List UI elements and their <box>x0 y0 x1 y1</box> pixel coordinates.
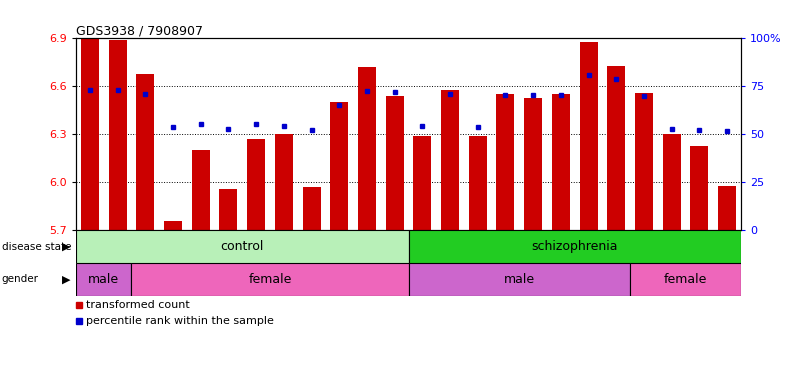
Bar <box>630 263 741 296</box>
Bar <box>275 134 293 230</box>
Bar <box>690 146 708 230</box>
Bar <box>552 94 570 230</box>
Bar <box>76 263 131 296</box>
Bar <box>76 230 409 263</box>
Text: female: female <box>664 273 707 286</box>
Bar <box>81 38 99 230</box>
Bar <box>248 139 265 230</box>
Text: GDS3938 / 7908907: GDS3938 / 7908907 <box>76 24 203 37</box>
Text: control: control <box>220 240 264 253</box>
Text: gender: gender <box>2 274 38 285</box>
Bar <box>136 74 155 230</box>
Bar <box>131 263 409 296</box>
Bar <box>303 187 320 230</box>
Bar <box>580 41 598 230</box>
Bar <box>497 94 514 230</box>
Text: percentile rank within the sample: percentile rank within the sample <box>86 316 274 326</box>
Bar <box>385 96 404 230</box>
Bar <box>191 151 210 230</box>
Bar <box>469 136 487 230</box>
Bar <box>662 134 681 230</box>
Text: transformed count: transformed count <box>86 300 190 310</box>
Text: disease state: disease state <box>2 242 71 252</box>
Text: male: male <box>88 273 119 286</box>
Bar <box>164 221 182 230</box>
Bar <box>718 185 736 230</box>
Text: male: male <box>504 273 535 286</box>
Bar <box>219 189 237 230</box>
Bar <box>330 103 348 230</box>
Bar <box>358 67 376 230</box>
Text: ▶: ▶ <box>62 274 70 285</box>
Text: female: female <box>248 273 292 286</box>
Bar <box>635 93 653 230</box>
Bar <box>413 136 432 230</box>
Bar <box>441 89 459 230</box>
Text: ▶: ▶ <box>62 242 70 252</box>
Bar <box>409 230 741 263</box>
Text: schizophrenia: schizophrenia <box>532 240 618 253</box>
Bar <box>524 98 542 230</box>
Bar <box>409 263 630 296</box>
Bar <box>109 40 127 230</box>
Bar <box>607 66 626 230</box>
